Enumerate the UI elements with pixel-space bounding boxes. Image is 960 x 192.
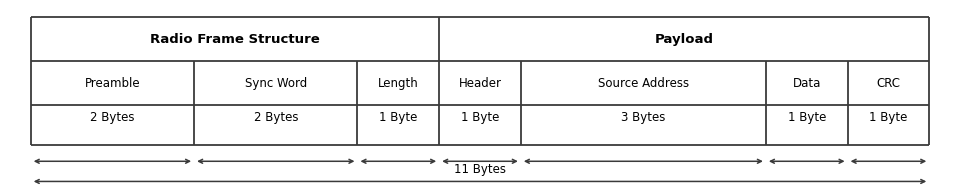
Text: Length: Length <box>378 77 419 89</box>
Text: 1 Byte: 1 Byte <box>461 111 499 124</box>
Text: 11 Bytes: 11 Bytes <box>454 163 506 176</box>
Text: 2 Bytes: 2 Bytes <box>90 111 134 124</box>
Text: 1 Byte: 1 Byte <box>379 111 418 124</box>
Text: 3 Bytes: 3 Bytes <box>621 111 665 124</box>
Text: 1 Byte: 1 Byte <box>787 111 826 124</box>
Text: Header: Header <box>459 77 501 89</box>
Text: CRC: CRC <box>876 77 900 89</box>
Text: Payload: Payload <box>655 33 713 46</box>
Text: Sync Word: Sync Word <box>245 77 307 89</box>
Text: Radio Frame Structure: Radio Frame Structure <box>150 33 320 46</box>
Text: Preamble: Preamble <box>84 77 140 89</box>
Text: Data: Data <box>793 77 821 89</box>
Text: 2 Bytes: 2 Bytes <box>253 111 298 124</box>
Text: Source Address: Source Address <box>598 77 689 89</box>
Text: 1 Byte: 1 Byte <box>869 111 907 124</box>
